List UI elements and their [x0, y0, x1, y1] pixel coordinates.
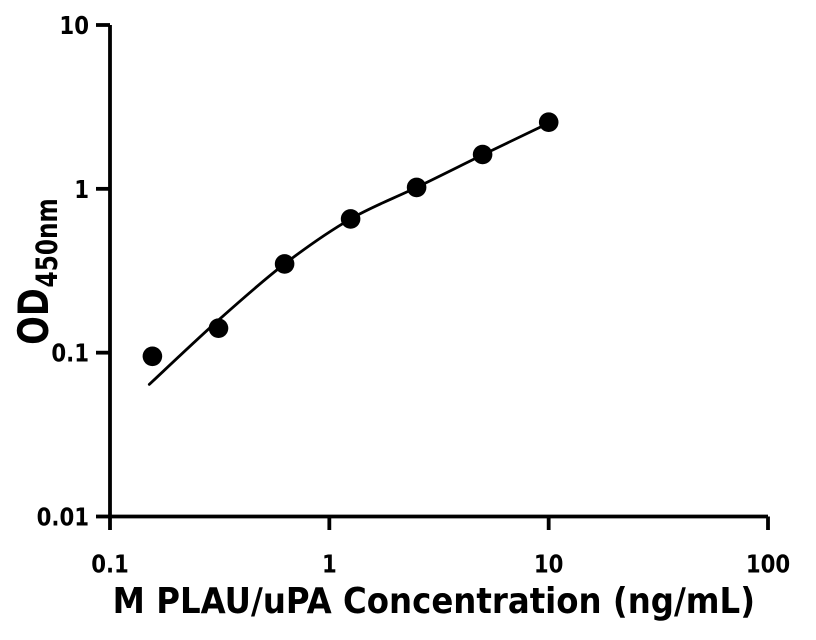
data-point-marker	[340, 209, 361, 229]
x-tick-label: 100	[746, 550, 790, 579]
data-point-marker	[472, 144, 493, 165]
y-axis-title-main: OD	[8, 288, 58, 346]
data-point-marker	[538, 112, 559, 132]
x-tick-label: 10	[534, 550, 564, 579]
x-axis-title: M PLAU/uPA Concentration (ng/mL)	[26, 578, 816, 624]
data-point-marker	[208, 318, 229, 339]
data-point-marker	[274, 254, 295, 274]
y-axis-title: OD450nm	[6, 122, 66, 422]
y-tick-label: 10	[59, 11, 89, 40]
x-tick-label: 0.1	[91, 550, 129, 579]
x-tick-label: 1	[322, 550, 337, 579]
y-axis-title-text: OD450nm	[9, 199, 64, 345]
y-tick-label: 0.1	[51, 339, 89, 368]
data-point-marker	[142, 346, 163, 367]
y-tick-label: 0.01	[37, 503, 89, 532]
fit-curve	[147, 121, 551, 386]
data-point-marker	[406, 177, 427, 198]
x-axis-title-text: M PLAU/uPA Concentration (ng/mL)	[112, 580, 756, 622]
y-axis-title-subscript: 450nm	[29, 198, 64, 288]
y-tick-label: 1	[74, 175, 89, 204]
